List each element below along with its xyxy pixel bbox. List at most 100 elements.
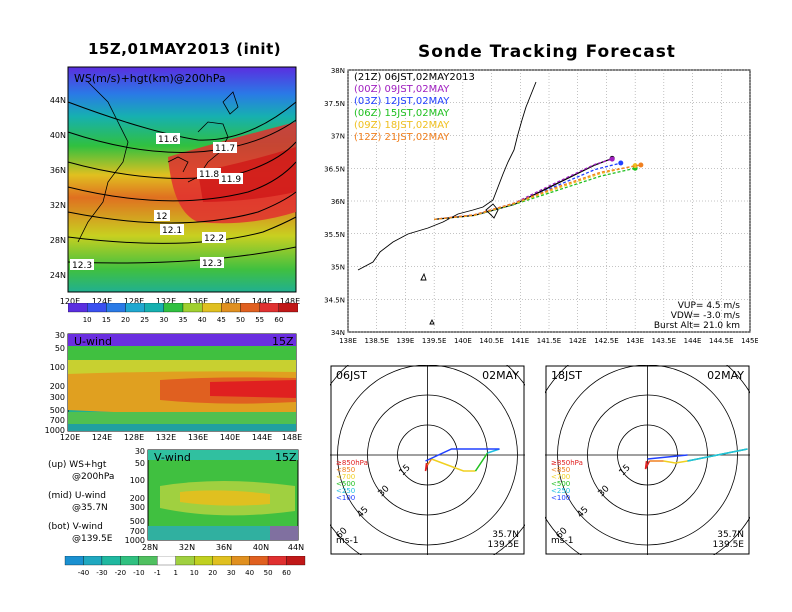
- lat-label: 36.5N: [324, 165, 345, 173]
- lon-label: 128E: [124, 297, 144, 306]
- colorbar-swatch: [267, 556, 287, 566]
- lon-label: 142E: [569, 337, 587, 345]
- lon-label: 124E: [92, 297, 112, 306]
- pressure-label: 100: [130, 476, 145, 485]
- colorbar-swatch: [249, 556, 269, 566]
- colorbar-swatch: [231, 556, 250, 566]
- wind-colorbar: -40 -30 -20 -10 -1 1 10 20 30 40 50 60: [64, 556, 306, 577]
- colorbar-swatch: [221, 303, 241, 313]
- colorbar-swatch: [259, 303, 279, 313]
- colorbar-tick: 60: [282, 569, 291, 577]
- contour-label: 12.2: [204, 234, 224, 244]
- lon-label: 140.5E: [479, 337, 503, 345]
- pressure-label: 700: [130, 527, 145, 536]
- colorbar-swatch: [83, 556, 103, 566]
- level-legend-item: <250: [551, 487, 570, 495]
- lat-label: 36N: [216, 543, 232, 552]
- lon-label: 144E: [252, 297, 272, 306]
- colorbar-tick: 40: [245, 569, 254, 577]
- hodograph-lon: 139.5E: [488, 540, 520, 550]
- hodograph-time: 18JST: [551, 369, 582, 382]
- colorbar-swatch: [212, 556, 232, 566]
- colorbar-swatch: [175, 556, 195, 566]
- vup-text: VUP= 4.5 m/s: [678, 301, 741, 311]
- lon-label: 128E: [124, 433, 144, 442]
- colorbar-tick: 55: [255, 316, 264, 324]
- lon-label: 139E: [397, 337, 415, 345]
- track-line: [434, 157, 613, 220]
- pressure-label: 50: [55, 344, 65, 353]
- ws-panel-label: WS(m/s)+hgt(km)@200hPa: [74, 72, 226, 85]
- legend-mid-level: @35.7N: [72, 503, 108, 513]
- pressure-label: 500: [130, 517, 145, 526]
- colorbar-tick: 35: [179, 316, 188, 324]
- colorbar-tick: 10: [190, 569, 199, 577]
- colorbar-tick: -20: [115, 569, 126, 577]
- left-title: 15Z,01MAY2013 (init): [88, 40, 282, 58]
- track-legend-item: (12Z) 21JST,02MAY: [354, 132, 450, 143]
- track-legend-item: (09Z) 18JST,02MAY: [354, 120, 450, 131]
- hodograph-date: 02MAY: [707, 369, 744, 382]
- v-wind-panel: V-wind 15Z 30 50 100 200 300 500 700 100…: [125, 447, 304, 552]
- lon-label: 142.5E: [594, 337, 618, 345]
- lat-label: 34.5N: [324, 296, 345, 304]
- vdw-text: VDW= -3.0 m/s: [671, 311, 741, 321]
- contour-label: 11.6: [158, 135, 178, 145]
- colorbar-tick: -30: [96, 569, 107, 577]
- lon-label: 145E: [741, 337, 758, 345]
- contour-label: 12.1: [162, 226, 182, 236]
- hodograph-lat: 35.7N: [717, 530, 744, 540]
- track-panel: 138E 138.5E 139E 139.5E 140E 140.5E 141E 141.5E…: [324, 67, 758, 345]
- lon-label: 140E: [220, 297, 240, 306]
- hodograph-trace: [647, 454, 688, 460]
- pressure-label: 700: [50, 416, 65, 425]
- colorbar-swatch: [194, 556, 213, 566]
- lon-label: 120E: [60, 297, 80, 306]
- lon-label: 143E: [626, 337, 644, 345]
- colorbar-tick: 60: [274, 316, 283, 324]
- colorbar-tick: 30: [227, 569, 236, 577]
- ws-map-panel: 44N 40N 36N 32N 28N 24N 120E 124E 128E 1…: [50, 66, 300, 306]
- lon-label: 140E: [220, 433, 240, 442]
- hodograph-trace: [474, 452, 489, 472]
- lat-label: 37N: [331, 133, 345, 141]
- legend-bot-level: @139.5E: [72, 534, 113, 544]
- lat-label: 35.5N: [324, 231, 345, 239]
- colorbar-tick: -40: [78, 569, 89, 577]
- legend-up-level: @200hPa: [72, 472, 115, 482]
- colorbar-tick: 10: [83, 316, 92, 324]
- track-legend-item: (06Z) 15JST,02MAY: [354, 108, 450, 119]
- hodograph-trace: [425, 448, 500, 462]
- level-legend-item: <500: [336, 480, 355, 488]
- track-legend-item: (21Z) 06JST,02MAY2013: [354, 72, 475, 83]
- lat-label: 24N: [50, 271, 66, 280]
- lon-label: 136E: [188, 433, 208, 442]
- pressure-label: 1000: [125, 536, 145, 545]
- level-legend-item: <700: [551, 473, 570, 481]
- lon-label: 144E: [252, 433, 272, 442]
- track-legend-item: (03Z) 12JST,02MAY: [354, 96, 450, 107]
- colorbar-swatch: [120, 556, 139, 566]
- track-line: [434, 164, 642, 220]
- lat-label: 28N: [50, 236, 66, 245]
- v-panel-label: V-wind: [154, 451, 191, 464]
- contour-label: 12: [156, 212, 167, 222]
- lon-label: 132E: [156, 433, 176, 442]
- lon-label: 136E: [188, 297, 208, 306]
- lat-label: 28N: [142, 543, 158, 552]
- lon-label: 138.5E: [364, 337, 388, 345]
- level-legend-item: <500: [551, 480, 570, 488]
- pressure-label: 100: [50, 363, 65, 372]
- contour-label: 11.7: [215, 144, 235, 154]
- lat-label: 35N: [331, 264, 345, 272]
- hodograph-time: 06JST: [336, 369, 367, 382]
- lon-label: 144.5E: [709, 337, 733, 345]
- lat-label: 36N: [331, 198, 345, 206]
- lon-label: 132E: [156, 297, 176, 306]
- pressure-label: 50: [135, 459, 145, 468]
- lon-label: 143.5E: [652, 337, 676, 345]
- colorbar-tick: 50: [264, 569, 273, 577]
- colorbar-tick: 25: [140, 316, 149, 324]
